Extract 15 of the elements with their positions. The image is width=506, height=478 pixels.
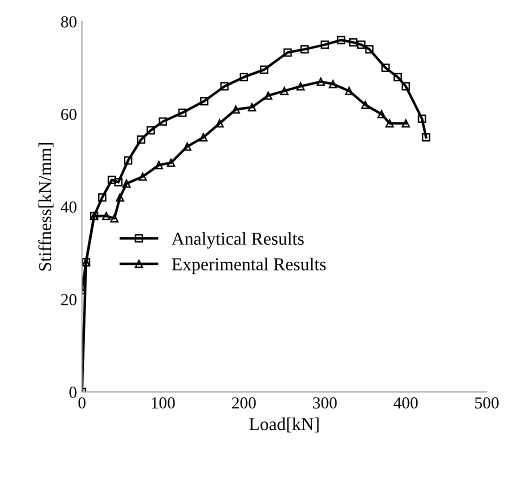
x-tick-label: 400 [394,397,418,409]
x-axis-title: Load[kN] [249,417,319,432]
y-tick-label: 20 [61,294,76,306]
x-tick-label: 0 [78,397,86,409]
legend-label: Analytical Results [172,232,304,249]
y-tick-label: 0 [69,386,76,398]
x-tick-label: 200 [232,397,256,409]
y-tick-label: 60 [61,108,76,120]
legend-label: Experimental Results [172,258,326,274]
y-tick-label: 40 [60,201,76,213]
x-tick-label: 100 [152,397,175,409]
x-tick-label: 300 [313,397,337,409]
y-axis-title: Stiffness[kN/mm] [38,143,54,271]
x-tick-label: 500 [475,397,499,409]
y-tick-label: 80 [61,16,76,28]
